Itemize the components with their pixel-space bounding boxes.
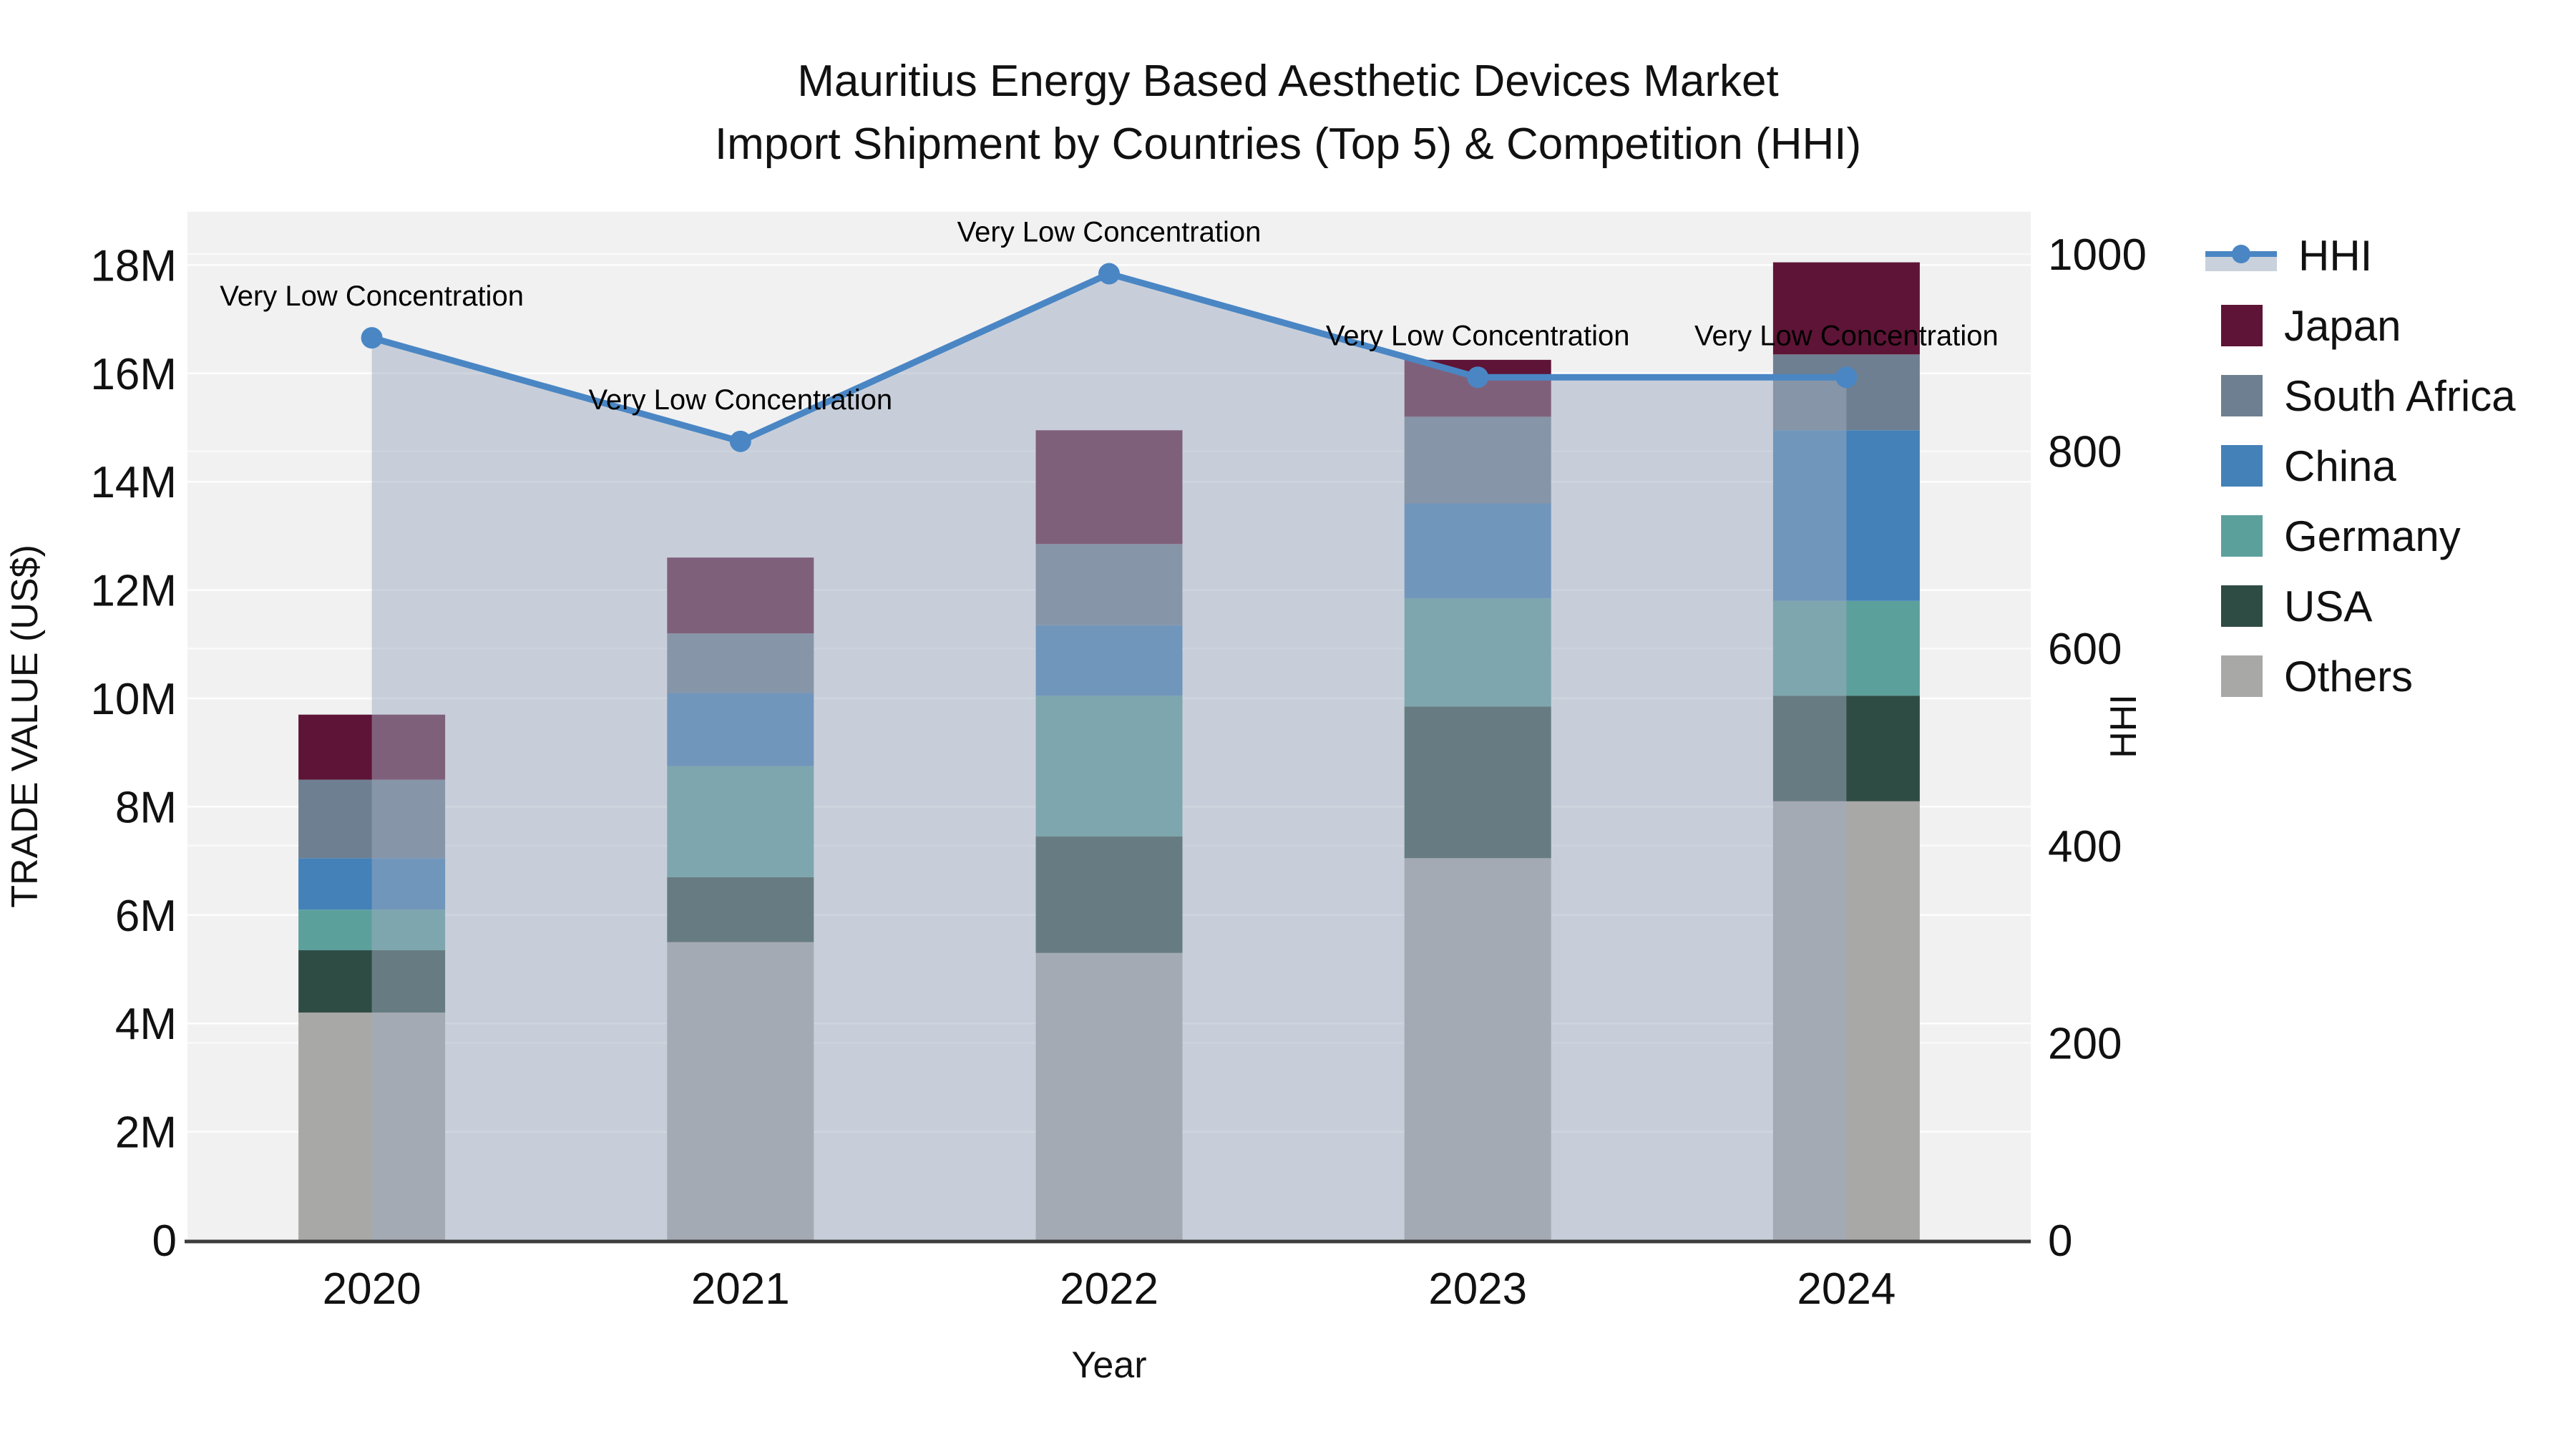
hhi-marker-2022[interactable]	[1098, 263, 1120, 285]
x-axis-tick-label: 2020	[323, 1264, 421, 1314]
hhi-marker-2020[interactable]	[361, 327, 383, 349]
legend-label: Japan	[2284, 301, 2401, 350]
hhi-marker-2024[interactable]	[1835, 366, 1858, 389]
legend-item-usa[interactable]: USA	[2205, 571, 2516, 641]
legend-label: Others	[2284, 652, 2414, 701]
legend-swatch-usa	[2221, 585, 2263, 627]
y-axis-tick-label: 12M	[90, 567, 177, 616]
bar-segment-2024-japan[interactable]	[1772, 262, 1920, 355]
legend-swatch-south-africa	[2221, 375, 2263, 416]
y-axis-tick-label: 8M	[115, 783, 177, 832]
legend-label: HHI	[2298, 231, 2373, 280]
legend: HHI Japan South Africa China Germany USA Other…	[2205, 220, 2516, 711]
legend-label: USA	[2284, 582, 2373, 630]
legend-label: South Africa	[2284, 371, 2516, 420]
legend-swatch-others	[2221, 655, 2263, 697]
legend-item-hhi[interactable]: HHI	[2205, 220, 2516, 291]
legend-item-others[interactable]: Others	[2205, 641, 2516, 711]
legend-label: China	[2284, 441, 2396, 490]
annotation-2021: Very Low Concentration	[588, 384, 892, 416]
annotation-2023: Very Low Concentration	[1326, 320, 1630, 351]
legend-item-south-africa[interactable]: South Africa	[2205, 361, 2516, 431]
y2-axis-title: HHI	[2103, 694, 2145, 758]
x-axis-title: Year	[1071, 1345, 1146, 1386]
hhi-marker-2023[interactable]	[1467, 366, 1489, 389]
y-axis-tick-label: 2M	[115, 1108, 177, 1158]
x-axis-tick-label: 2024	[1797, 1264, 1896, 1314]
hhi-area-fill	[371, 273, 1847, 1240]
y-axis-tick-label: 14M	[90, 458, 177, 507]
hhi-legend-key-icon	[2205, 234, 2277, 277]
y-axis-tick-label: 0	[152, 1216, 177, 1266]
legend-label: Germany	[2284, 512, 2461, 560]
y-axis-title: TRADE VALUE (US$)	[4, 545, 46, 908]
y2-axis-tick-label: 1000	[2048, 230, 2147, 280]
annotation-2024: Very Low Concentration	[1694, 320, 1999, 351]
y-axis-tick-label: 18M	[90, 241, 177, 291]
x-axis-tick-label: 2022	[1060, 1264, 1158, 1314]
legend-swatch-china	[2221, 445, 2263, 487]
y-axis-tick-label: 6M	[115, 892, 177, 941]
legend-item-japan[interactable]: Japan	[2205, 291, 2516, 361]
annotation-2020: Very Low Concentration	[220, 280, 524, 312]
legend-swatch-japan	[2221, 305, 2263, 346]
y-axis-tick-label: 10M	[90, 675, 177, 724]
y-axis-tick-label: 16M	[90, 350, 177, 399]
annotation-2022: Very Low Concentration	[957, 217, 1262, 248]
y-axis-tick-label: 4M	[115, 1000, 177, 1049]
y2-axis-tick-label: 0	[2048, 1216, 2072, 1266]
y2-axis-tick-label: 200	[2048, 1019, 2122, 1068]
legend-item-china[interactable]: China	[2205, 431, 2516, 501]
legend-swatch-germany	[2221, 515, 2263, 557]
hhi-marker-2021[interactable]	[729, 430, 751, 452]
y2-axis-tick-label: 600	[2048, 625, 2122, 674]
x-axis-tick-label: 2023	[1428, 1264, 1527, 1314]
y2-axis-tick-label: 400	[2048, 822, 2122, 872]
legend-item-germany[interactable]: Germany	[2205, 501, 2516, 571]
x-axis-tick-label: 2021	[691, 1264, 790, 1314]
y2-axis-tick-label: 800	[2048, 428, 2122, 477]
